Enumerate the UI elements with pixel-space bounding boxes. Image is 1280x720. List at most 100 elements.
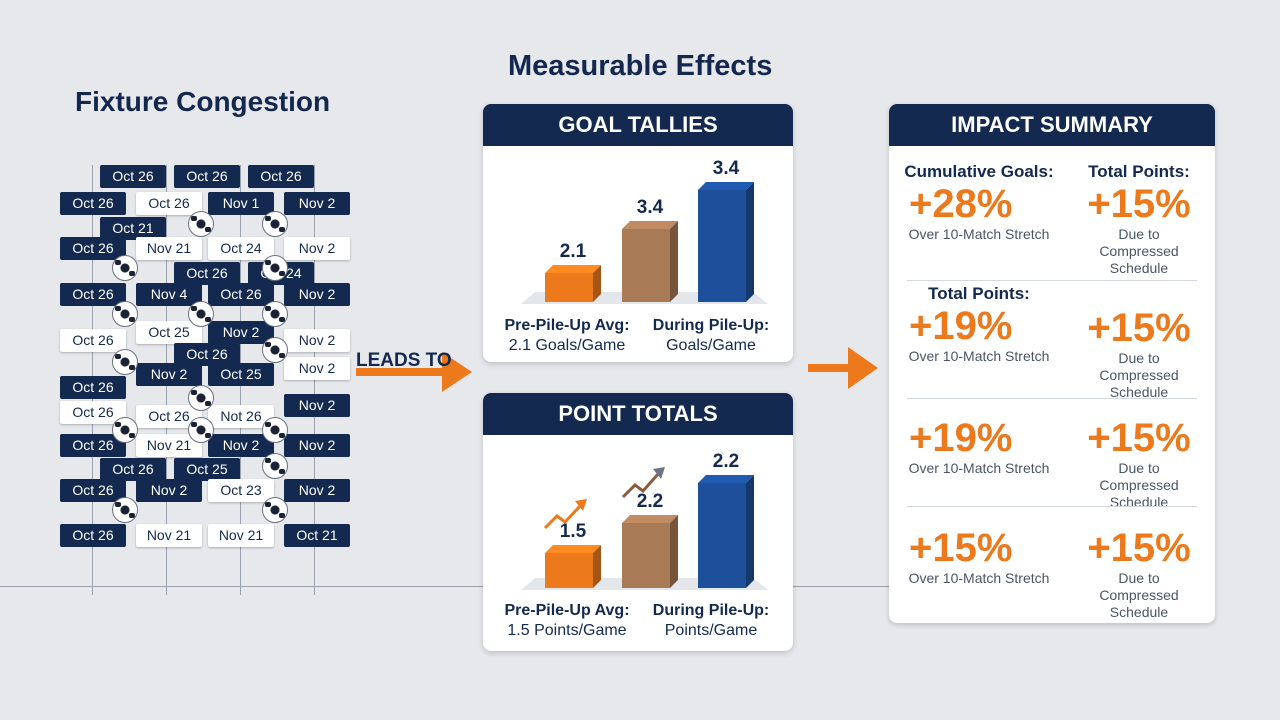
impact-stat-right: Total Points: +15% Due to Compressed Sched… (1059, 162, 1215, 277)
trend-up-arrowhead (575, 499, 587, 511)
arrow-right-icon (808, 347, 878, 389)
bar-side (670, 221, 678, 302)
fixture-date-tag: Oct 26 (60, 283, 126, 306)
fixture-date-tag: Oct 26 (136, 405, 202, 428)
fixture-date-tag: Oct 21 (284, 524, 350, 547)
fixture-date-tag: Oct 26 (60, 237, 126, 260)
impact-row: +15% Over 10-Match Stretch +15% Due to Comp… (889, 504, 1215, 620)
bar-front (698, 190, 746, 302)
pre-caption-label: Pre-Pile-Up Avg: (504, 602, 630, 619)
fixture-date-tag: Oct 26 (60, 401, 126, 424)
impact-stat-subtext: Over 10-Match Stretch (908, 460, 1050, 476)
fixture-date-tag: Nov 4 (136, 283, 202, 306)
during-caption: During Pile-Up: Goals/Game (643, 316, 779, 356)
fixture-calendar-grid: Oct 26 Oct 26 Oct 26 Oct 26 Oct 26 Nov 1 Nov 2… (60, 165, 350, 595)
fixture-date-tag: Nov 2 (284, 357, 350, 380)
impact-stat-subtext: Due to Compressed Schedule (1099, 570, 1179, 620)
fixture-date-tag: Oct 26 (100, 458, 166, 481)
pre-caption-label: Pre-Pile-Up Avg: (504, 317, 630, 334)
impact-stat-label: Cumulative Goals: (904, 162, 1054, 181)
fixture-date-tag: Nov 21 (136, 237, 202, 260)
impact-row: Cumulative Goals: +28% Over 10-Match Stret… (889, 162, 1215, 278)
fixture-date-tag: Oct 26 (174, 262, 240, 285)
during-caption-value: Points/Game (664, 622, 758, 639)
pre-caption-value: 2.1 Goals/Game (508, 337, 626, 354)
impact-stat-value: +15% (1087, 416, 1191, 460)
during-caption: During Pile-Up: Points/Game (643, 601, 779, 641)
pre-caption: Pre-Pile-Up Avg: 1.5 Points/Game (497, 601, 637, 641)
impact-stat-value: +15% (1087, 182, 1191, 226)
bar (545, 265, 601, 302)
fixture-date-tag: Nov 2 (136, 479, 202, 502)
bar (622, 515, 678, 588)
bar-side (746, 182, 754, 302)
soccer-ball-icon (262, 337, 288, 363)
impact-stat-subtext: Over 10-Match Stretch (908, 570, 1050, 586)
soccer-ball-icon (188, 301, 214, 327)
bar-value-label: 2.2 (637, 491, 663, 512)
fixture-date-tag: Oct 26 (60, 434, 126, 457)
bar (698, 475, 754, 588)
section-title-measurable-effects: Measurable Effects (508, 50, 773, 82)
trend-up-icon (621, 472, 661, 499)
soccer-ball-icon (262, 255, 288, 281)
impact-stat-subtext: Due to Compressed Schedule (1099, 350, 1179, 400)
fixture-date-tag: Nov 2 (284, 329, 350, 352)
fixture-date-tag: Oct 21 (100, 217, 166, 240)
card-header: IMPACT SUMMARY (889, 104, 1215, 146)
bar-top (698, 182, 754, 190)
fixture-date-tag: Oct 26 (136, 192, 202, 215)
bar-top (545, 265, 601, 273)
bar-front (545, 553, 593, 588)
impact-stat-right: +15% Due to Compressed Schedule (1059, 394, 1215, 511)
divider-line (0, 586, 890, 587)
impact-stat-value: +19% (909, 416, 1013, 460)
card-header: POINT TOTALS (483, 393, 793, 435)
soccer-ball-icon (112, 349, 138, 375)
bar-front (698, 483, 746, 588)
impact-stat-subtext: Over 10-Match Stretch (908, 226, 1050, 242)
goal-tallies-card: GOAL TALLIES 2.1 3.4 3.4 Pre-Pile-Up Avg: … (483, 104, 793, 362)
impact-stat-left: Cumulative Goals: +28% Over 10-Match Stret… (899, 162, 1059, 243)
soccer-ball-icon (112, 417, 138, 443)
impact-stat-value: +28% (909, 182, 1013, 226)
impact-stat-value: +19% (909, 304, 1013, 348)
soccer-ball-icon (112, 497, 138, 523)
impact-stat-subtext: Due to Compressed Schedule (1099, 460, 1179, 510)
soccer-ball-icon (262, 211, 288, 237)
pre-caption-value: 1.5 Points/Game (507, 622, 627, 639)
soccer-ball-icon (188, 417, 214, 443)
goal-tallies-chart: 2.1 3.4 3.4 (521, 158, 768, 304)
impact-stat-left: Total Points: +19% Over 10-Match Stretch (899, 284, 1059, 365)
grid-line (314, 165, 315, 595)
card-header: GOAL TALLIES (483, 104, 793, 146)
impact-stat-left: +15% Over 10-Match Stretch (899, 504, 1059, 587)
bar-top (622, 221, 678, 229)
fixture-date-tag: Nov 2 (208, 434, 274, 457)
impact-stat-right: +15% Due to Compressed Schedule (1059, 504, 1215, 621)
row-divider (907, 398, 1197, 399)
fixture-date-tag: Oct 26 (60, 329, 126, 352)
bar-top (545, 545, 601, 553)
fixture-date-tag: Nov 2 (208, 321, 274, 344)
bar-top (622, 515, 678, 523)
bar-front (622, 229, 670, 302)
impact-stat-value: +15% (909, 526, 1013, 570)
fixture-date-tag: Nov 2 (284, 394, 350, 417)
soccer-ball-icon (262, 301, 288, 327)
fixture-date-tag: Nov 1 (208, 192, 274, 215)
bar-side (746, 475, 754, 588)
fixture-date-tag: Nov 2 (284, 283, 350, 306)
impact-row: Total Points: +19% Over 10-Match Stretch +1… (889, 284, 1215, 400)
fixture-date-tag: Oct 26 (100, 165, 166, 188)
fixture-date-tag: Nov 2 (284, 237, 350, 260)
pre-caption: Pre-Pile-Up Avg: 2.1 Goals/Game (497, 316, 637, 356)
impact-stat-value: +15% (1087, 526, 1191, 570)
soccer-ball-icon (262, 497, 288, 523)
fixture-date-tag: Oct 25 (136, 321, 202, 344)
fixture-date-tag: Nov 2 (136, 363, 202, 386)
fixture-date-tag: Oct 26 (174, 165, 240, 188)
impact-row: +19% Over 10-Match Stretch +15% Due to Comp… (889, 394, 1215, 510)
trend-up-arrowhead (653, 467, 665, 479)
bar-side (593, 545, 601, 588)
